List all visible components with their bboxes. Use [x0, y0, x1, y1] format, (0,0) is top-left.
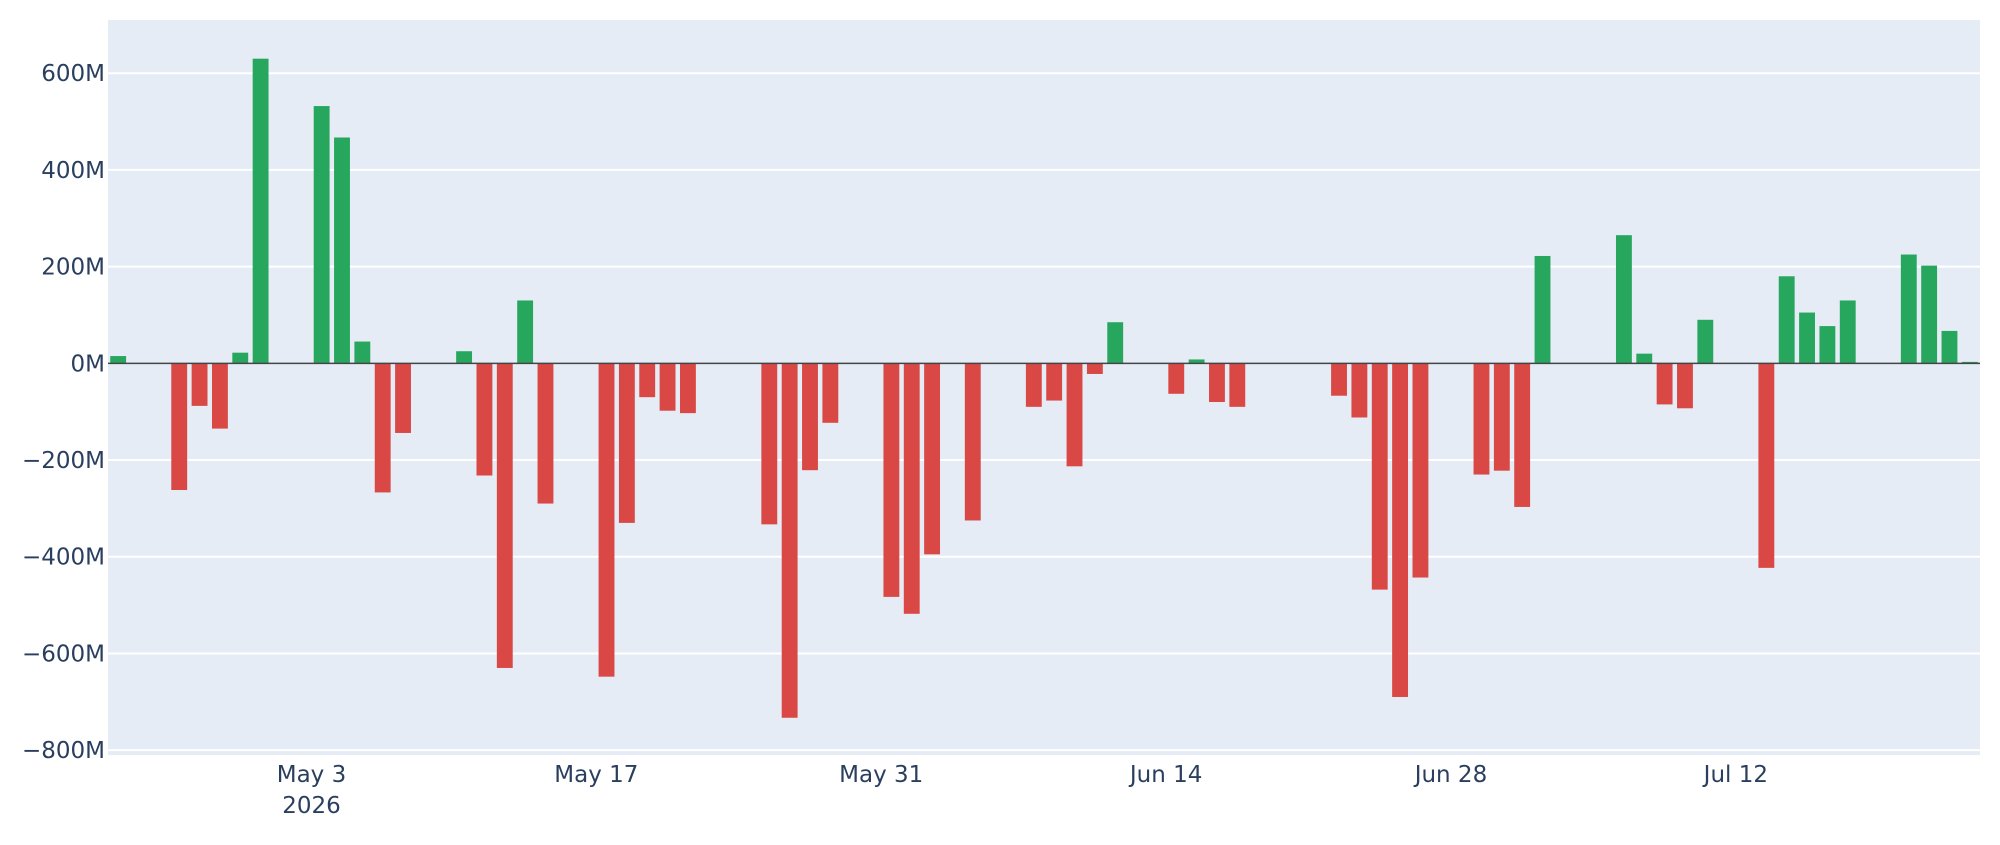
- bar: [211, 363, 228, 429]
- y-tick-label: −800M: [22, 738, 105, 764]
- y-tick-label: 0M: [71, 351, 105, 377]
- bar: [252, 58, 269, 364]
- bar: [537, 363, 554, 504]
- bar: [822, 363, 839, 423]
- y-tick-label: −400M: [22, 545, 105, 571]
- x-tick-label: Jul 12: [1702, 762, 1768, 788]
- bar: [171, 363, 188, 491]
- y-tick-label: 600M: [41, 61, 105, 87]
- x-tick-label: May 17: [554, 762, 638, 788]
- bar: [1799, 312, 1815, 364]
- bar: [476, 363, 493, 476]
- bar: [1677, 363, 1693, 409]
- bar: [1188, 359, 1205, 364]
- bar: [1778, 276, 1795, 364]
- bar: [1086, 363, 1103, 374]
- bar: [1025, 363, 1042, 407]
- bar: [1331, 363, 1347, 396]
- bar: [1615, 235, 1632, 364]
- bar: [1656, 363, 1673, 405]
- bar: [334, 137, 350, 364]
- bar: [598, 363, 615, 677]
- bar: [1697, 319, 1714, 364]
- bar: [1229, 363, 1246, 407]
- bar: [781, 363, 798, 718]
- bar: [1514, 363, 1531, 507]
- bar: [903, 363, 920, 614]
- bar: [679, 363, 696, 414]
- bar: [1046, 363, 1063, 401]
- bar: [1819, 326, 1836, 364]
- bar: [1921, 265, 1938, 364]
- bar: [1534, 255, 1551, 364]
- bar: [1066, 363, 1083, 467]
- x-axis: May 3 2026 May 17 May 31 Jun 14 Jun 28 Jul 12: [277, 762, 1768, 819]
- y-axis: 600M 400M 200M 0M −200M −400M −600M −800M: [22, 61, 105, 764]
- bar: [924, 363, 941, 555]
- x-tick-sublabel: 2026: [282, 793, 341, 819]
- bar: [1473, 363, 1490, 475]
- bar: [1839, 300, 1856, 364]
- bar: [395, 363, 411, 433]
- y-tick-label: −600M: [22, 641, 105, 667]
- y-tick-label: −200M: [22, 448, 105, 474]
- y-tick-label: 400M: [41, 158, 105, 184]
- bar: [639, 363, 656, 398]
- bar: [618, 363, 635, 523]
- bar: [1758, 363, 1775, 568]
- bar: [1168, 363, 1185, 394]
- bar: [1941, 330, 1958, 364]
- bar: [313, 106, 330, 364]
- bar: [802, 363, 818, 471]
- bar: [456, 351, 473, 364]
- bar: [761, 363, 778, 525]
- bar: [1107, 322, 1124, 364]
- bar: [1209, 363, 1225, 403]
- bar: [1412, 363, 1429, 578]
- bar: [1392, 363, 1409, 697]
- bar: [964, 363, 981, 521]
- bar: [1493, 363, 1510, 471]
- x-tick-label: May 3: [277, 762, 347, 788]
- bar: [883, 363, 900, 597]
- bar: [374, 363, 391, 493]
- bar: [110, 356, 127, 364]
- x-tick-label: May 31: [839, 762, 923, 788]
- bars: [110, 58, 1978, 718]
- bar: [191, 363, 208, 406]
- bar: [232, 352, 249, 364]
- bar: [1351, 363, 1368, 418]
- bar: [1371, 363, 1388, 590]
- x-tick-label: Jun 28: [1413, 762, 1488, 788]
- bar: [1900, 254, 1917, 364]
- y-tick-label: 200M: [41, 255, 105, 281]
- bar: [517, 300, 534, 364]
- bar: [1636, 353, 1653, 364]
- grid-lines: [108, 72, 1980, 752]
- bar: [354, 341, 371, 364]
- x-tick-label: Jun 14: [1128, 762, 1203, 788]
- bar: [496, 363, 513, 668]
- bar: [659, 363, 676, 411]
